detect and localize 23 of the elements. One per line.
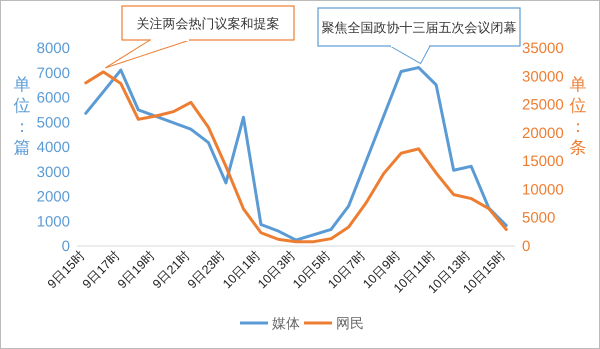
y2-tick-label: 25000	[522, 96, 564, 114]
y2-tick-label: 15000	[522, 153, 564, 170]
y-tick-label: 6000	[36, 90, 70, 106]
legend-label: 媒体	[272, 315, 300, 331]
y-tick-label: 2000	[36, 188, 70, 206]
y2-tick-label: 10000	[522, 181, 564, 198]
y2-tick-label: 20000	[522, 124, 564, 142]
y2-tick-label: 30000	[522, 68, 564, 86]
y-tick-label: 3000	[36, 164, 70, 181]
y-tick-label: 1000	[36, 213, 70, 230]
legend-label: 网民	[336, 315, 364, 331]
text: 关注两会热门议案和提案	[136, 16, 280, 32]
y2-tick-label: 5000	[522, 210, 556, 227]
y2-tick-label: 35000	[522, 40, 564, 57]
text: 聚焦全国政协十三届五次会议闭幕	[322, 21, 516, 36]
y-tick-label: 5000	[36, 114, 70, 132]
y-tick-label: 4000	[36, 139, 70, 156]
y2-axis-title: 单位：条	[570, 75, 586, 158]
y-tick-label: 8000	[36, 40, 70, 57]
y2-tick-label: 0	[522, 238, 530, 255]
y-tick-label: 7000	[36, 64, 70, 82]
y-axis-title: 单位：篇	[14, 75, 30, 158]
y-tick-label: 0	[62, 238, 70, 255]
